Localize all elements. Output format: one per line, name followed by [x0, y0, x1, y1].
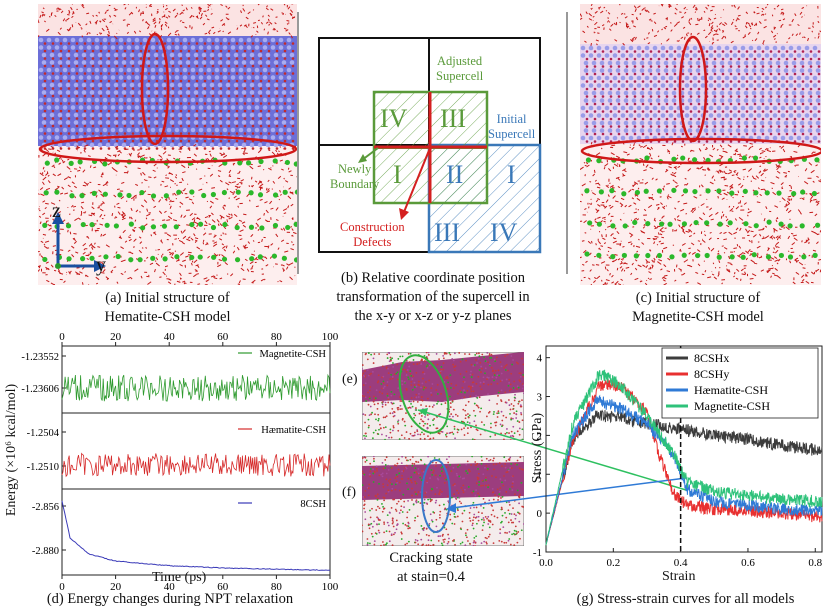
- energy-legend-sub2: Hæmatite-CSH: [261, 425, 326, 436]
- stress-x-tick: 0.8: [808, 557, 822, 569]
- supercell-diagram-svg: [318, 37, 542, 254]
- stress-y-tick: 4: [537, 353, 543, 365]
- energy-series-hematite: [61, 452, 331, 478]
- newly-boundary-label: Newly Boundary: [330, 162, 380, 191]
- energy-series-8csh: [61, 500, 331, 571]
- energy-x-tick: 60: [217, 581, 229, 590]
- cracking-image-f: [361, 455, 525, 547]
- stress-series-8CSHy: [545, 378, 823, 544]
- hematite-structure-svg: [36, 0, 301, 288]
- caption-b: (b) Relative coordinate position transfo…: [336, 270, 530, 324]
- axis-y-label: y: [96, 254, 106, 276]
- stress-y-tick: 3: [537, 392, 543, 404]
- hematite-structure-image: [36, 0, 301, 288]
- quadrant-blue-iii: III: [434, 218, 460, 247]
- caption-d: (d) Energy changes during NPT relaxation: [46, 591, 294, 607]
- stress-legend-Magnetite-CSH: Magnetite-CSH: [694, 399, 770, 413]
- stress-x-tick: 0.0: [539, 557, 553, 569]
- stress-series-Hæmatite-CSH: [545, 394, 823, 544]
- energy-y-tick: -1.23552: [21, 352, 59, 363]
- energy-top-tick: 0: [59, 331, 65, 343]
- stress-series-8CSHx: [545, 409, 823, 545]
- energy-top-tick: 80: [271, 331, 283, 343]
- energy-y-tick: -1.2504: [27, 428, 60, 439]
- axis-triad: [46, 206, 116, 276]
- quadrant-blue-i: I: [507, 160, 516, 189]
- stress-y-tick: 1: [537, 469, 543, 481]
- energy-frame: [61, 345, 331, 576]
- stress-y-label: Stress (GPa): [530, 412, 545, 484]
- axis-z-label: z: [52, 200, 61, 222]
- quadrant-green-iii: III: [440, 104, 466, 133]
- stress-x-tick: 0.6: [741, 557, 755, 569]
- energy-y-tick: -2.880: [32, 546, 59, 557]
- energy-y-tick: -2.856: [32, 502, 59, 513]
- energy-x-tick: 20: [110, 581, 122, 590]
- initial-supercell-label: Initial Supercell: [488, 112, 536, 141]
- energy-top-tick: 60: [217, 331, 229, 343]
- energy-x-label: Time (ps): [152, 570, 207, 585]
- caption-g: (g) Stress-strain curves for all models: [576, 591, 795, 607]
- energy-x-tick: 40: [164, 581, 176, 590]
- stress-series-Magnetite-CSH: [545, 369, 823, 546]
- energy-x-tick: 80: [271, 581, 283, 590]
- energy-legend-sub3: 8CSH: [300, 499, 326, 510]
- energy-y-tick: -1.2510: [27, 462, 59, 473]
- energy-y-tick: -1.23606: [21, 384, 59, 395]
- stress-strain-chart: 0.0 0.2 0.4 0.6 0.8 -1 0 1 2 3 4 8CSHx 8CSHy Hæmatite…: [520, 340, 831, 590]
- stress-x-tick: 0.4: [674, 557, 688, 569]
- stress-strain-chart-svg: 0.0 0.2 0.4 0.6 0.8 -1 0 1 2 3 4 8CSHx 8CSHy Hæmatite…: [533, 345, 823, 569]
- separator-left: [297, 12, 299, 274]
- label-e: (e): [342, 372, 358, 387]
- supercell-diagram: [318, 36, 544, 256]
- energy-top-tick: 20: [110, 331, 122, 343]
- energy-series-magnetite: [61, 373, 331, 402]
- stress-legend-8CSHy: 8CSHy: [694, 367, 729, 381]
- quadrant-green-i: I: [393, 160, 402, 189]
- magnetite-structure-svg: [578, 2, 824, 288]
- caption-c: (c) Initial structure of Magnetite-CSH m…: [632, 290, 764, 325]
- stress-y-tick: 2: [537, 430, 543, 442]
- magnetite-structure-image: [578, 2, 824, 288]
- separator-right: [566, 12, 568, 274]
- stress-y-tick: -1: [533, 547, 542, 559]
- energy-top-tick: 100: [322, 331, 339, 343]
- quadrant-green-ii: II: [446, 160, 464, 189]
- quadrant-green-iv: IV: [380, 104, 408, 133]
- stress-x-label: Strain: [662, 569, 696, 584]
- energy-x-tick: 0: [59, 581, 65, 590]
- cracking-image-e: [361, 351, 525, 441]
- stress-x-tick: 0.2: [606, 557, 620, 569]
- caption-a: (a) Initial structure of Hematite-CSH mo…: [104, 290, 231, 325]
- energy-chart: 0 20 40 60 80 100 0 20 40 60 80 100 -1.23552 -1.23606…: [0, 328, 340, 593]
- label-f: (f): [342, 485, 356, 500]
- stress-y-tick: 0: [537, 508, 543, 520]
- quadrant-blue-iv: IV: [490, 218, 518, 247]
- energy-legend-sub1: Magnetite-CSH: [260, 349, 327, 360]
- construction-defects-label: Construction Defects: [340, 220, 405, 249]
- caption-ef: Cracking state at stain=0.4: [389, 550, 473, 585]
- energy-top-tick: 40: [164, 331, 176, 343]
- stress-legend-8CSHx: 8CSHx: [694, 351, 729, 365]
- adjusted-supercell-label: Adjusted Supercell: [436, 54, 484, 83]
- stress-legend-Hæmatite-CSH: Hæmatite-CSH: [694, 383, 768, 397]
